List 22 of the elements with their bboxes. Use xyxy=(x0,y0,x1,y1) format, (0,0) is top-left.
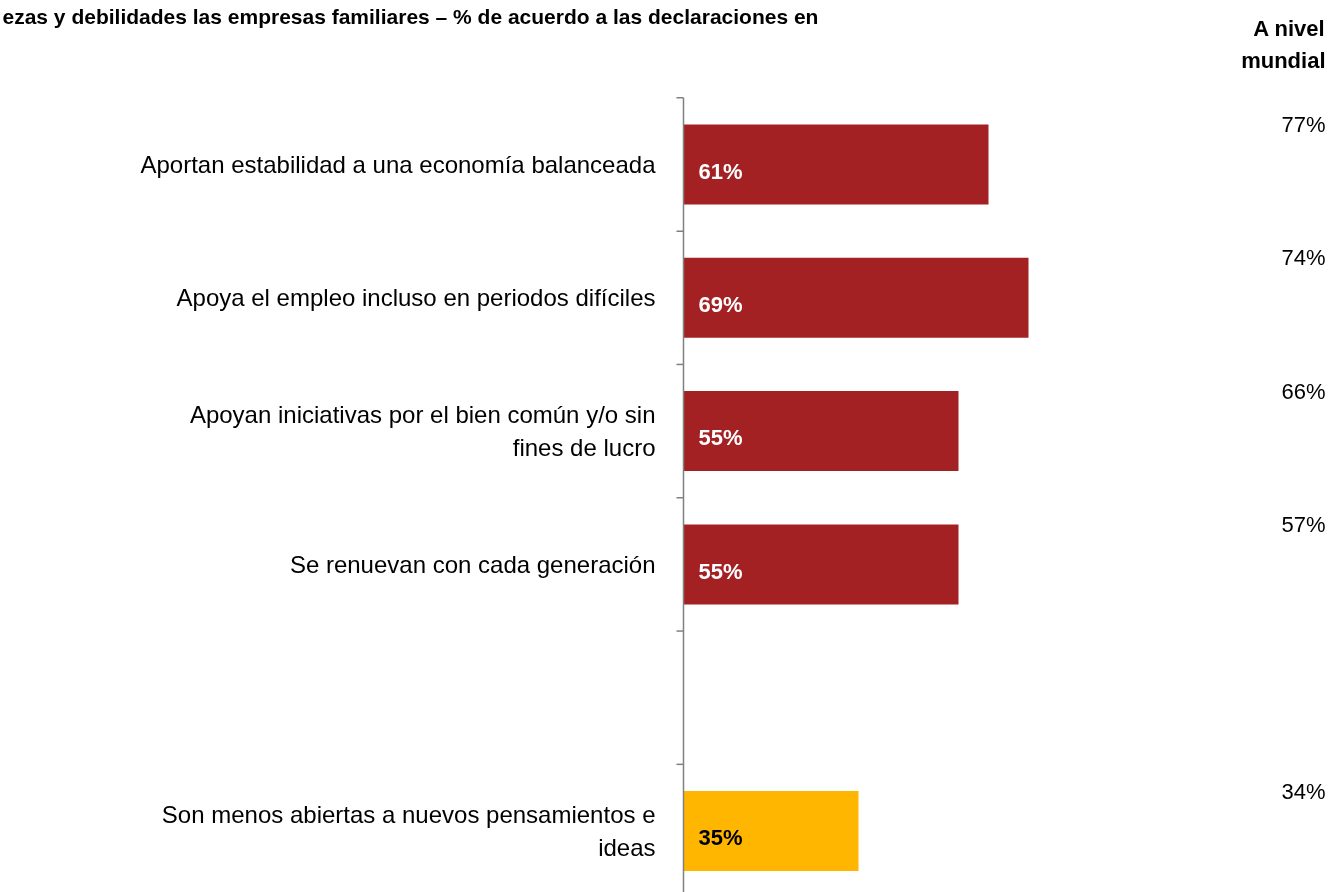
y-tick-label: Aportan estabilidad a una economía balanceada xyxy=(140,151,657,178)
data-label: 55% xyxy=(698,425,743,451)
bar xyxy=(683,391,959,472)
text: 77% xyxy=(1281,112,1326,138)
text: A nivel mundial xyxy=(1241,15,1326,74)
text: 34% xyxy=(1281,778,1326,804)
text: 74% xyxy=(1281,245,1326,271)
bar xyxy=(683,791,859,871)
y-tick-label: Son menos abiertas a nuevos pensamientos e ideas xyxy=(161,801,656,861)
data-label: 61% xyxy=(698,158,743,184)
bar xyxy=(683,257,1029,338)
data-label: 55% xyxy=(698,558,743,584)
bar xyxy=(683,124,989,205)
text: 66% xyxy=(1281,378,1326,404)
data-label: 35% xyxy=(698,825,743,851)
y-tick-label: Apoyan iniciativas por el bien común y/o sin fines de lucro xyxy=(189,401,656,461)
data-label: 69% xyxy=(698,291,743,317)
y-tick-label: Se renuevan con cada generación xyxy=(289,550,656,578)
text: ezas y debilidades las empresas familiares – % de acuerdo a las declaraciones en xyxy=(2,5,819,28)
text: 57% xyxy=(1281,511,1326,537)
bar xyxy=(683,524,959,605)
y-tick-label: Apoya el empleo incluso en periodos difíciles xyxy=(176,284,656,312)
